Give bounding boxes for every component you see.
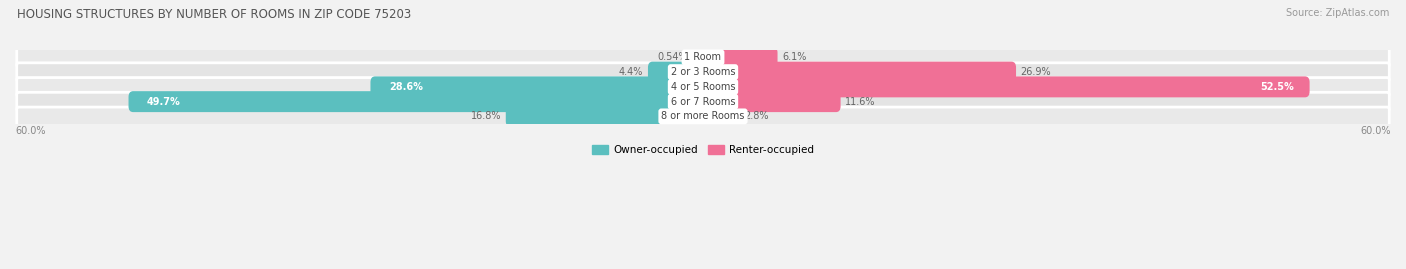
Text: 11.6%: 11.6%	[845, 97, 876, 107]
Text: 4 or 5 Rooms: 4 or 5 Rooms	[671, 82, 735, 92]
FancyBboxPatch shape	[648, 62, 707, 83]
Text: 2.8%: 2.8%	[744, 111, 769, 121]
Text: 60.0%: 60.0%	[15, 126, 45, 136]
Text: 6 or 7 Rooms: 6 or 7 Rooms	[671, 97, 735, 107]
FancyBboxPatch shape	[699, 91, 841, 112]
Text: 16.8%: 16.8%	[471, 111, 501, 121]
Text: 49.7%: 49.7%	[146, 97, 180, 107]
FancyBboxPatch shape	[17, 92, 1389, 111]
FancyBboxPatch shape	[17, 63, 1389, 82]
Text: 4.4%: 4.4%	[619, 67, 644, 77]
Text: 26.9%: 26.9%	[1021, 67, 1052, 77]
FancyBboxPatch shape	[17, 107, 1389, 126]
FancyBboxPatch shape	[17, 77, 1389, 96]
FancyBboxPatch shape	[699, 62, 1017, 83]
Text: 60.0%: 60.0%	[1361, 126, 1391, 136]
Text: HOUSING STRUCTURES BY NUMBER OF ROOMS IN ZIP CODE 75203: HOUSING STRUCTURES BY NUMBER OF ROOMS IN…	[17, 8, 411, 21]
FancyBboxPatch shape	[699, 76, 1309, 97]
FancyBboxPatch shape	[699, 106, 740, 127]
FancyBboxPatch shape	[370, 76, 707, 97]
Legend: Owner-occupied, Renter-occupied: Owner-occupied, Renter-occupied	[588, 141, 818, 159]
Text: 28.6%: 28.6%	[389, 82, 423, 92]
Text: 8 or more Rooms: 8 or more Rooms	[661, 111, 745, 121]
FancyBboxPatch shape	[699, 47, 778, 68]
Text: Source: ZipAtlas.com: Source: ZipAtlas.com	[1285, 8, 1389, 18]
Text: 0.54%: 0.54%	[657, 52, 688, 62]
FancyBboxPatch shape	[128, 91, 707, 112]
Text: 6.1%: 6.1%	[782, 52, 807, 62]
Text: 2 or 3 Rooms: 2 or 3 Rooms	[671, 67, 735, 77]
Text: 52.5%: 52.5%	[1260, 82, 1294, 92]
Text: 1 Room: 1 Room	[685, 52, 721, 62]
FancyBboxPatch shape	[17, 48, 1389, 67]
FancyBboxPatch shape	[692, 47, 707, 68]
FancyBboxPatch shape	[506, 106, 707, 127]
